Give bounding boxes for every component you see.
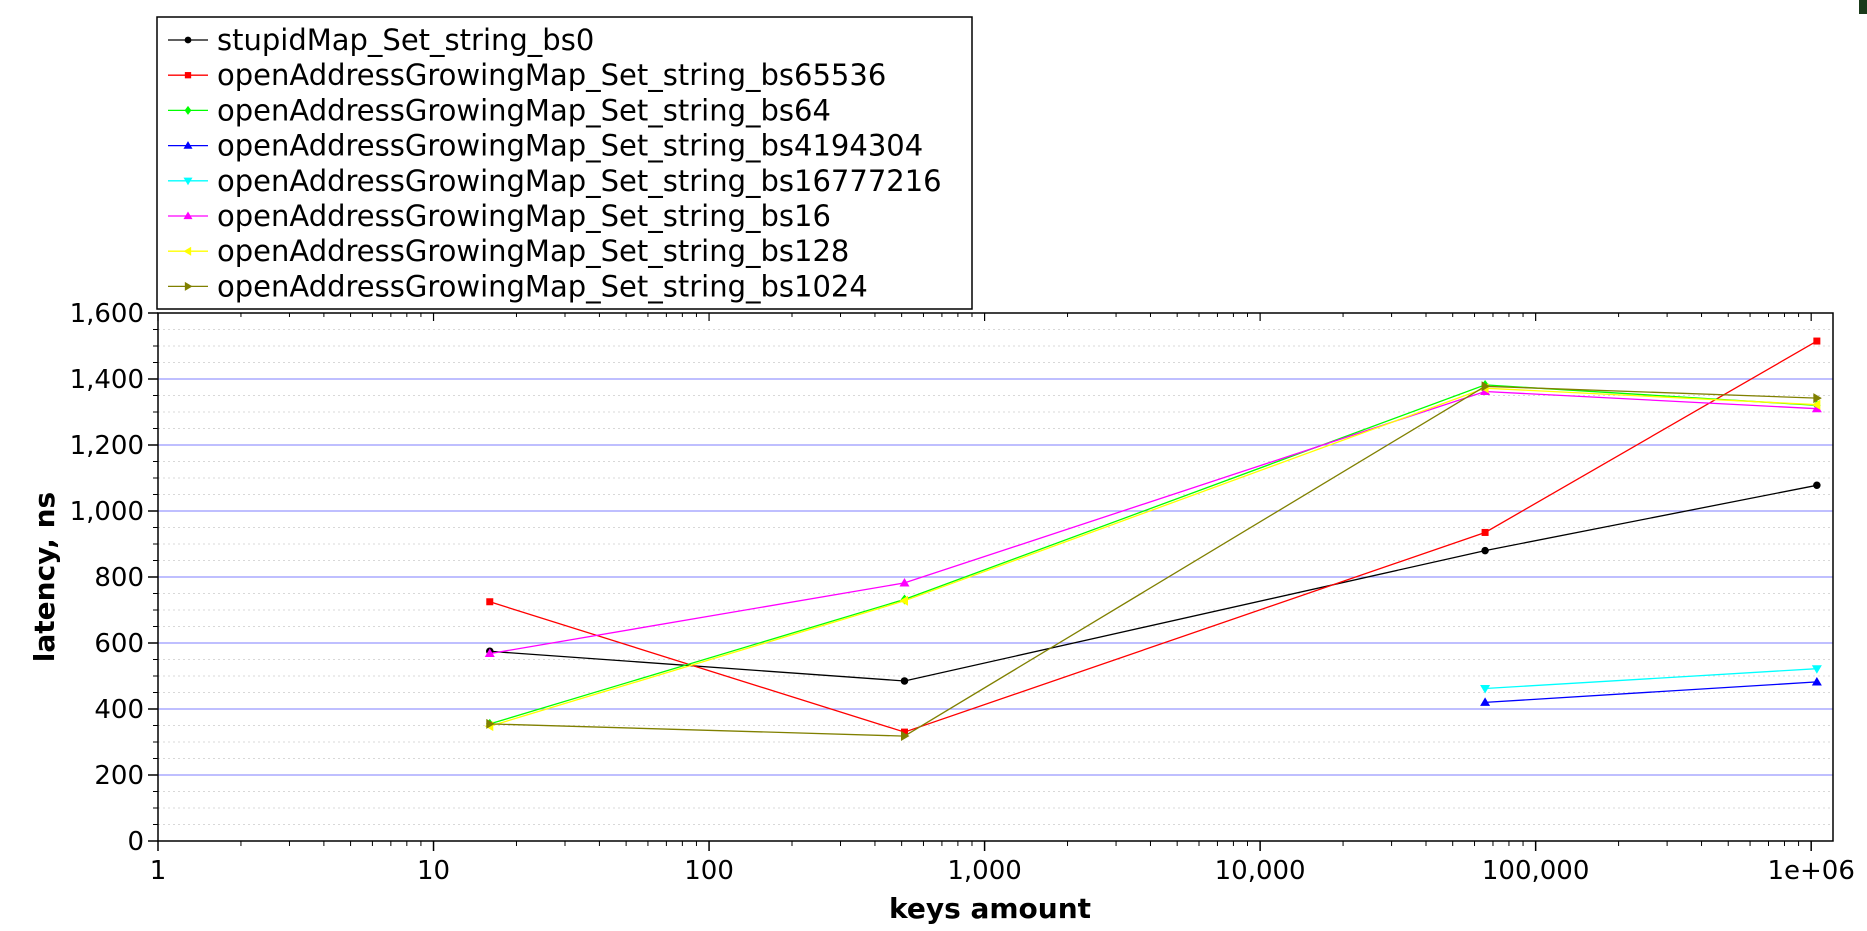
legend-label: openAddressGrowingMap_Set_string_bs64 [217, 93, 831, 127]
legend-label: openAddressGrowingMap_Set_string_bs16777… [217, 164, 942, 198]
series-line [489, 384, 1817, 725]
data-point [184, 36, 192, 44]
y-axis-title: latency, ns [28, 492, 61, 662]
legend-entry: openAddressGrowingMap_Set_string_bs1024 [168, 269, 868, 303]
legend-entry: openAddressGrowingMap_Set_string_bs128 [168, 234, 849, 268]
data-point [183, 177, 193, 186]
legend-entries: stupidMap_Set_string_bs0openAddressGrowi… [168, 23, 942, 303]
data-point [1481, 381, 1491, 392]
data-point [484, 648, 495, 658]
series-line [1485, 681, 1817, 704]
legend-entry: stupidMap_Set_string_bs0 [168, 23, 594, 57]
series-stupidMap_Set_string_bs0 [486, 481, 1821, 685]
data-point [486, 718, 495, 729]
data-point [1811, 665, 1822, 674]
series-layer [484, 337, 1822, 742]
legend-label: openAddressGrowingMap_Set_string_bs65536 [217, 58, 886, 92]
x-tick-label: 1e+06 [1767, 856, 1854, 886]
data-point [899, 577, 910, 587]
y-tick-label: 0 [127, 827, 144, 857]
y-tick-label: 1,000 [70, 497, 144, 527]
series-openAddressGrowingMap_Set_string_bs64 [486, 379, 1821, 729]
legend-label: openAddressGrowingMap_Set_string_bs128 [217, 234, 849, 268]
legend-entry: openAddressGrowingMap_Set_string_bs64 [168, 93, 831, 127]
data-point [183, 211, 193, 220]
y-tick-label: 200 [94, 761, 144, 791]
series-openAddressGrowingMap_Set_string_bs1024 [486, 381, 1822, 742]
data-point [899, 595, 908, 606]
x-tick-label: 1 [150, 856, 167, 886]
data-point [183, 141, 193, 149]
series-line [489, 385, 1817, 737]
data-point [184, 281, 193, 291]
data-point [1811, 399, 1821, 410]
legend-label: openAddressGrowingMap_Set_string_bs41943… [217, 129, 923, 163]
legend: stupidMap_Set_string_bs0openAddressGrowi… [156, 16, 973, 310]
series-openAddressGrowingMap_Set_string_bs16777216 [1480, 665, 1822, 694]
data-point [1811, 676, 1822, 686]
data-point [1481, 546, 1489, 555]
series-openAddressGrowingMap_Set_string_bs65536 [486, 337, 1821, 736]
corner-marker [1859, 0, 1867, 14]
x-tick-label: 10,000 [1215, 856, 1306, 886]
data-point [900, 728, 908, 736]
series-openAddressGrowingMap_Set_string_bs128 [484, 383, 1821, 732]
series-line [489, 387, 1817, 727]
data-point [1811, 403, 1822, 413]
data-point [184, 105, 192, 115]
data-point [184, 72, 192, 79]
x-tick-label: 1,000 [947, 856, 1021, 886]
series-line [489, 340, 1818, 733]
y-tick-label: 1,200 [70, 431, 144, 461]
data-point [900, 731, 910, 742]
legend-entry: openAddressGrowingMap_Set_string_bs16777… [168, 164, 942, 198]
x-axis-title: keys amount [889, 892, 1091, 925]
series-line [1485, 668, 1817, 690]
data-point [1813, 337, 1821, 345]
tick-layer: 0 200 400 600 800 1,000 1,200 1,400 1,600 1 10 100 1… [70, 299, 1855, 886]
y-tick-label: 800 [94, 563, 144, 593]
x-tick-label: 100,000 [1482, 856, 1590, 886]
x-tick-label: 10 [417, 856, 450, 886]
data-point [1813, 481, 1821, 490]
data-point [1480, 697, 1491, 706]
data-point [486, 598, 494, 606]
y-tick-label: 600 [94, 629, 144, 659]
data-point [900, 677, 909, 685]
series-line [489, 484, 1818, 682]
y-tick-label: 1,400 [70, 365, 144, 395]
legend-entry: openAddressGrowingMap_Set_string_bs16 [168, 199, 831, 233]
legend-label: stupidMap_Set_string_bs0 [217, 23, 594, 57]
legend-label: openAddressGrowingMap_Set_string_bs1024 [217, 269, 868, 303]
series-openAddressGrowingMap_Set_string_bs4194304 [1480, 676, 1822, 706]
grid-layer [158, 329, 1833, 825]
data-point [183, 246, 192, 256]
y-tick-label: 400 [94, 695, 144, 725]
legend-box [156, 16, 973, 310]
data-point [1481, 528, 1489, 536]
series-openAddressGrowingMap_Set_string_bs16 [484, 386, 1822, 658]
data-point [1813, 393, 1822, 404]
series-line [489, 390, 1817, 655]
legend-entry: openAddressGrowingMap_Set_string_bs41943… [168, 129, 923, 163]
legend-label: openAddressGrowingMap_Set_string_bs16 [217, 199, 831, 233]
y-tick-label: 1,600 [70, 299, 144, 329]
x-tick-label: 100 [684, 856, 734, 886]
data-point [1480, 685, 1491, 694]
legend-entry: openAddressGrowingMap_Set_string_bs65536 [168, 58, 886, 92]
